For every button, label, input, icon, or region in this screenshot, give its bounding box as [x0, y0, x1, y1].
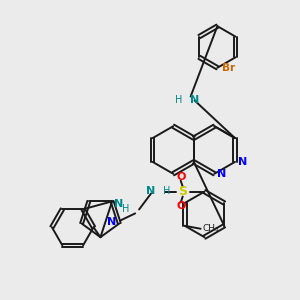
Text: N: N	[107, 217, 116, 226]
Text: H: H	[175, 95, 183, 106]
Text: H: H	[163, 186, 170, 196]
Text: S: S	[178, 185, 187, 198]
Text: O: O	[176, 172, 185, 182]
Text: N: N	[146, 186, 155, 196]
Text: CH₃: CH₃	[202, 224, 219, 233]
Text: N: N	[190, 95, 199, 106]
Text: N: N	[238, 157, 247, 167]
Text: H: H	[122, 204, 129, 214]
Text: N: N	[218, 169, 226, 179]
Text: N: N	[114, 199, 123, 209]
Text: O: O	[176, 202, 185, 212]
Text: Br: Br	[222, 63, 236, 73]
